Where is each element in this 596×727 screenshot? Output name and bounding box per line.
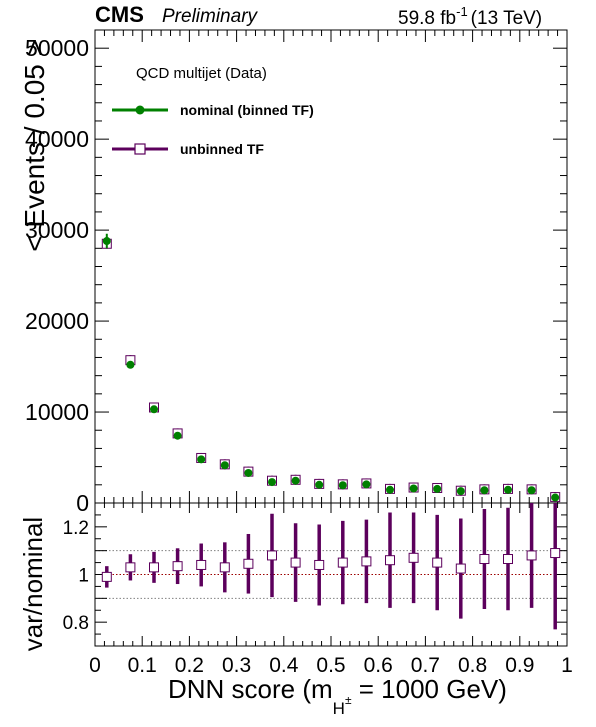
upper-y-tick-label: 20000 bbox=[25, 308, 89, 334]
x-tick-label: 0.5 bbox=[316, 654, 345, 677]
legend-nominal-label: nominal (binned TF) bbox=[180, 102, 314, 118]
nominal-point bbox=[433, 484, 442, 493]
ratio-point bbox=[219, 562, 230, 573]
nominal-point bbox=[338, 481, 347, 490]
nominal-point bbox=[150, 405, 158, 414]
ratio-point bbox=[408, 552, 419, 563]
nominal-point bbox=[102, 237, 111, 246]
x-tick-label: 0.4 bbox=[269, 654, 299, 677]
x-axis-label-tail: = 1000 GeV) bbox=[352, 674, 507, 704]
ratio-point bbox=[385, 555, 395, 566]
upper-y-tick-label: 40000 bbox=[25, 126, 89, 152]
upper-y-axis-label: < Events / 0.05 > bbox=[19, 40, 50, 252]
x-tick-label: 0.7 bbox=[411, 654, 440, 677]
ratio-point bbox=[149, 562, 159, 573]
ratio-point bbox=[196, 559, 207, 570]
nominal-point bbox=[244, 468, 253, 477]
ratio-point bbox=[267, 550, 277, 561]
x-tick-label: 0.6 bbox=[364, 654, 393, 677]
nominal-point bbox=[409, 484, 418, 493]
cms-label: CMS bbox=[95, 2, 144, 27]
upper-axes: 0 10000 20000 30000 40000 50000 bbox=[25, 29, 568, 516]
nominal-point bbox=[268, 478, 276, 487]
lower-marks bbox=[101, 503, 561, 630]
nominal-point bbox=[480, 486, 489, 495]
nominal-point bbox=[173, 431, 182, 440]
upper-y-tick-label: 30000 bbox=[25, 217, 89, 243]
ratio-point bbox=[125, 562, 136, 573]
lumi-label: 59.8 fb-1 (13 TeV) bbox=[398, 4, 542, 29]
lumi-value: 59.8 fb bbox=[398, 8, 456, 29]
ratio-point bbox=[243, 558, 254, 569]
x-tick-label: 0 bbox=[89, 654, 101, 677]
legend-title: QCD multijet (Data) bbox=[136, 65, 267, 82]
nominal-point bbox=[504, 485, 512, 494]
x-tick-label: 0.3 bbox=[222, 654, 251, 677]
upper-panel-frame bbox=[94, 29, 568, 504]
nominal-point bbox=[315, 480, 324, 489]
upper-marks bbox=[101, 233, 561, 503]
lower-axes: 0 0.1 0.2 0.3 0.4 0.5 0.6 0.7 0.8 0.9 1 0.8 1 1.2 bbox=[63, 502, 573, 677]
preliminary-label: Preliminary bbox=[162, 6, 259, 27]
ratio-point bbox=[550, 548, 561, 559]
x-tick-label: 0.1 bbox=[128, 654, 157, 677]
x-tick-label: 0.8 bbox=[458, 654, 487, 677]
x-tick-label: 0.9 bbox=[505, 654, 534, 677]
legend-nominal-marker bbox=[135, 105, 145, 115]
lower-reference-lines bbox=[95, 550, 567, 599]
legend-unbinned-marker bbox=[134, 143, 146, 155]
upper-y-tick-label: 10000 bbox=[25, 399, 89, 425]
nominal-point bbox=[291, 476, 300, 485]
lumi-energy: (13 TeV) bbox=[471, 8, 542, 29]
legend-unbinned-label: unbinned TF bbox=[180, 141, 264, 157]
ratio-point bbox=[526, 550, 537, 561]
ratio-point bbox=[503, 554, 513, 565]
upper-y-tick-label: 0 bbox=[76, 490, 89, 516]
ratio-point bbox=[432, 557, 443, 568]
x-tick-label: 1 bbox=[561, 654, 573, 677]
nominal-point bbox=[220, 461, 229, 470]
ratio-point bbox=[314, 559, 325, 570]
lower-y-tick-label: 1 bbox=[78, 566, 89, 587]
legend: QCD multijet (Data) nominal (binned TF) … bbox=[112, 65, 314, 157]
ratio-point bbox=[479, 554, 490, 565]
lower-y-tick-label: 0.8 bbox=[63, 613, 89, 634]
nominal-point bbox=[527, 486, 536, 495]
lower-y-axis-label: var/nominal bbox=[18, 517, 48, 651]
nominal-point bbox=[551, 493, 560, 502]
nominal-point bbox=[126, 360, 135, 369]
x-tick-label: 0.2 bbox=[175, 654, 204, 677]
ratio-point bbox=[361, 556, 372, 567]
lumi-exponent: -1 bbox=[456, 4, 468, 19]
x-axis-label: DNN score (mH± = 1000 GeV) bbox=[168, 674, 507, 718]
x-axis-label-main: DNN score (m bbox=[168, 674, 333, 704]
lower-y-tick-label: 1.2 bbox=[63, 518, 89, 539]
ratio-point bbox=[101, 571, 112, 582]
nominal-point bbox=[362, 480, 371, 489]
ratio-point bbox=[337, 557, 348, 568]
upper-y-tick-label: 50000 bbox=[25, 35, 89, 61]
nominal-point bbox=[386, 485, 394, 494]
ratio-point bbox=[455, 563, 466, 574]
ratio-point bbox=[172, 561, 183, 572]
nominal-point bbox=[456, 487, 465, 496]
ratio-point bbox=[290, 557, 301, 568]
x-axis-label-sub: H bbox=[333, 699, 345, 718]
nominal-point bbox=[197, 455, 206, 464]
x-axis-label-sup: ± bbox=[345, 693, 352, 707]
